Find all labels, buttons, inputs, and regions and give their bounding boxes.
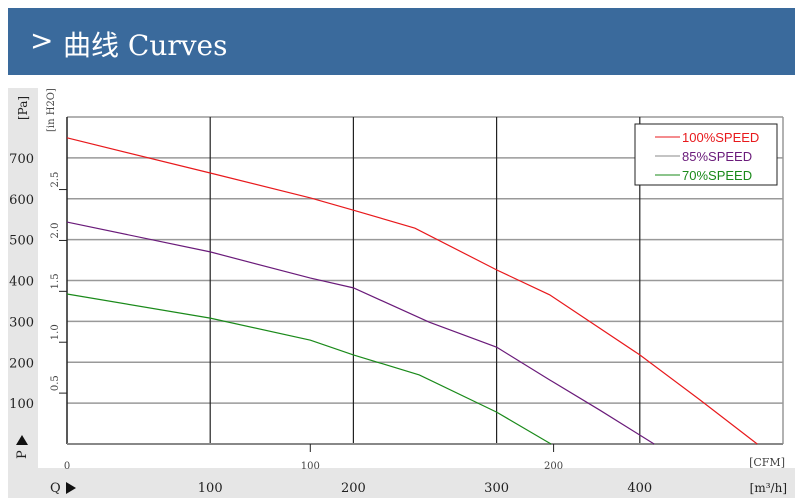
x-tick-label: 100 — [198, 481, 223, 496]
legend-label: 70%SPEED — [682, 168, 752, 183]
x2-unit-label: [CFM] — [749, 456, 785, 469]
y-tick-label: 300 — [9, 315, 34, 330]
y-tick-label: 700 — [9, 152, 34, 167]
series-line-1 — [66, 221, 655, 445]
y-tick-label: 400 — [9, 275, 34, 290]
y2-unit-label: [in H2O] — [46, 88, 57, 132]
up-arrow-icon — [16, 435, 28, 445]
x-axis-band — [8, 468, 795, 498]
y2-tick-label: 1.5 — [50, 273, 61, 289]
y2-tick-label: 2.0 — [50, 223, 61, 239]
y-tick-label: 100 — [9, 397, 34, 412]
legend-label: 85%SPEED — [682, 149, 752, 164]
x-tick-label: 300 — [484, 481, 509, 496]
x-unit-label: [m³/h] — [750, 481, 787, 495]
series-line-2 — [66, 293, 552, 445]
section-title: 曲线 Curves — [63, 29, 228, 62]
right-arrow-icon — [66, 482, 76, 494]
x2-tick-label: 100 — [301, 461, 320, 472]
x-axis-label: Q — [50, 481, 61, 496]
legend-label: 100%SPEED — [682, 130, 759, 145]
y-tick-label: 600 — [9, 193, 34, 208]
y-axis-label: P — [15, 450, 30, 459]
x2-tick-label: 200 — [544, 461, 563, 472]
y2-tick-label: 1.0 — [50, 324, 61, 340]
y-tick-label: 200 — [9, 356, 34, 371]
series-line-0 — [66, 137, 758, 445]
y2-tick-label: 0.5 — [50, 375, 61, 391]
x-tick-label: 400 — [627, 481, 652, 496]
y2-tick-label: 2.5 — [50, 172, 61, 188]
y-tick-label: 500 — [9, 234, 34, 249]
y-unit-label: [Pa] — [16, 96, 30, 120]
x2-tick-label: 0 — [64, 461, 70, 472]
x-tick-label: 200 — [341, 481, 366, 496]
chevron-right-icon: > — [30, 24, 54, 57]
section-header: > 曲线 Curves — [8, 8, 795, 75]
y-axis-band — [8, 88, 38, 468]
